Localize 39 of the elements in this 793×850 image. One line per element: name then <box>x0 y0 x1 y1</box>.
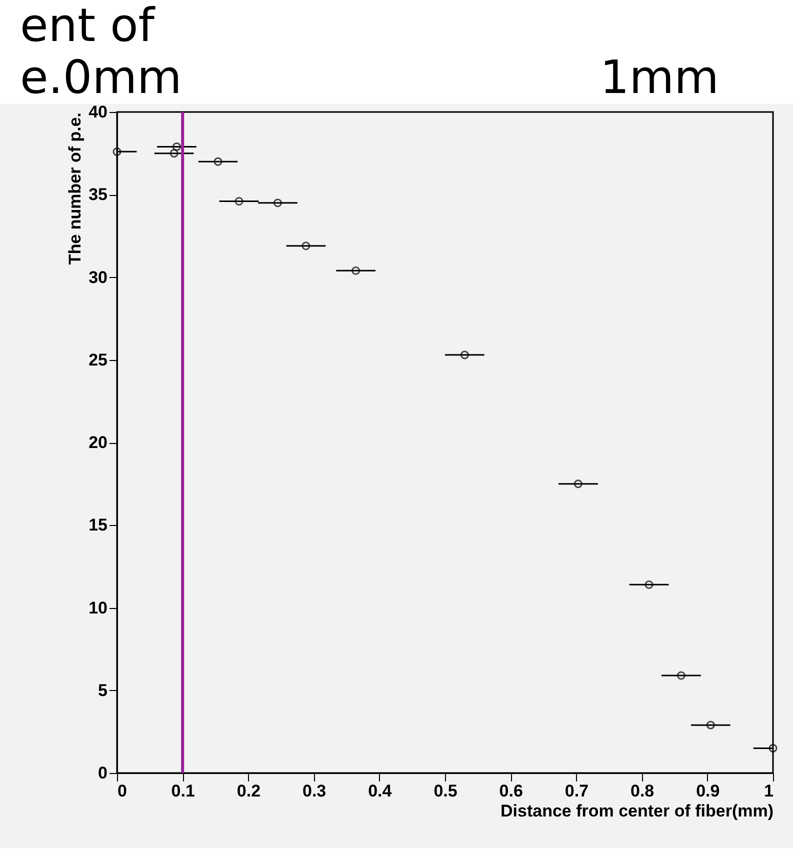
point <box>170 149 178 158</box>
y-tick-label: 25 <box>88 350 108 370</box>
x-tick-label: 0.4 <box>368 782 392 800</box>
point <box>214 157 222 166</box>
point <box>460 350 469 360</box>
x-tick-label: 0.7 <box>564 782 589 800</box>
y-tick-label: 10 <box>88 598 108 618</box>
y-tick-label: 40 <box>88 102 108 122</box>
point <box>112 147 122 156</box>
x-tick-label: 0.1 <box>171 782 195 800</box>
point <box>574 480 582 488</box>
point <box>644 580 654 589</box>
y-tick-label: 30 <box>88 268 108 287</box>
y-tick-label: 0 <box>98 764 108 782</box>
x-tick-label: 0.5 <box>434 782 458 800</box>
point <box>352 266 360 275</box>
point <box>172 142 181 151</box>
y-tick-label: 20 <box>88 433 108 452</box>
point <box>234 196 244 206</box>
point <box>768 744 778 752</box>
point <box>302 242 310 250</box>
text: 1mm <box>600 50 719 104</box>
x-tick-label: 0.3 <box>302 782 326 800</box>
x-tick-label: 0.8 <box>630 782 654 800</box>
point <box>273 198 282 208</box>
x-tick-label: 0.9 <box>696 782 720 800</box>
y-axis-title: The number of p.e. <box>66 112 85 265</box>
point <box>706 720 715 730</box>
x-tick-label: 0 <box>118 782 127 800</box>
point <box>676 671 686 680</box>
y-tick-label: 15 <box>88 516 108 535</box>
text: ent of <box>20 0 154 52</box>
x-axis-title: Distance from center of fiber(mm) <box>500 802 774 820</box>
x-tick-label: 0.2 <box>236 782 261 800</box>
y-tick-label: 5 <box>98 680 108 700</box>
x-tick-label: 1 <box>764 782 774 800</box>
y-tick-label: 35 <box>88 185 108 204</box>
x-tick-label: 0.6 <box>499 782 523 800</box>
text: e.0mm <box>20 50 182 104</box>
